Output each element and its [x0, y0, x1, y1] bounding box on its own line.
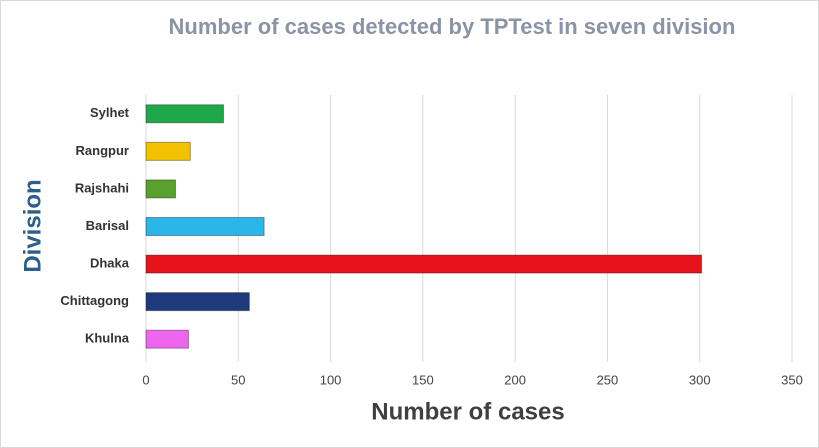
bar [145, 104, 225, 124]
bar [145, 179, 177, 199]
y-tick-label: Sylhet [90, 105, 130, 120]
bar [145, 254, 703, 274]
bar [145, 292, 250, 312]
x-tick-label: 100 [320, 372, 342, 387]
y-tick-label: Dhaka [90, 256, 130, 271]
bar [145, 141, 191, 161]
x-tick-label: 350 [781, 372, 803, 387]
x-tick-label: 250 [597, 372, 619, 387]
x-tick-label: 0 [142, 372, 149, 387]
x-axis-label: Number of cases [371, 398, 564, 425]
x-tick-label: 200 [504, 372, 526, 387]
y-tick-label: Barisal [86, 218, 129, 233]
x-tick-label: 50 [231, 372, 245, 387]
y-tick-label: Rajshahi [75, 180, 129, 195]
y-tick-label: Chittagong [60, 293, 129, 308]
y-tick-label: Khulna [85, 331, 130, 346]
y-tick-label: Rangpur [76, 143, 129, 158]
x-tick-label: 150 [412, 372, 434, 387]
x-tick-label: 300 [689, 372, 711, 387]
bar [145, 329, 189, 349]
y-axis-label: Division [19, 179, 46, 272]
chart-title: Number of cases detected by TPTest in se… [169, 14, 736, 39]
bar [145, 217, 265, 236]
